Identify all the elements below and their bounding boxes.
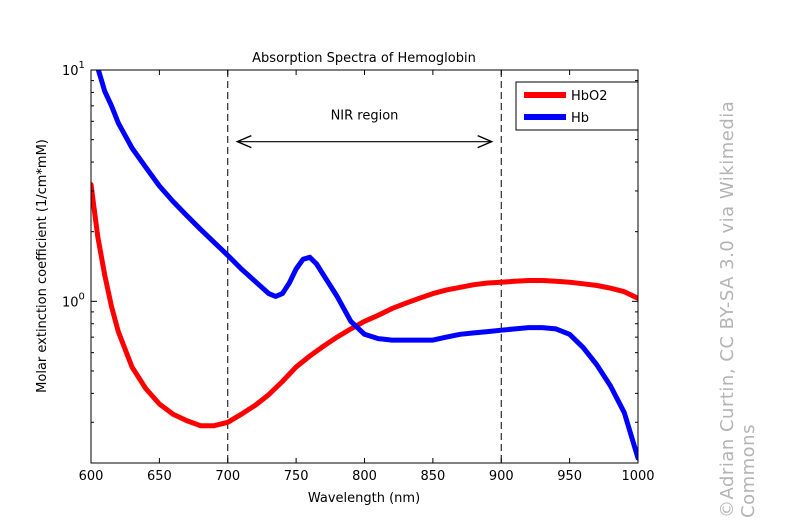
- y-tick-label-10: 101: [62, 60, 85, 79]
- legend: HbO2 Hb: [515, 81, 639, 131]
- x-tick-label-650: 650: [147, 469, 172, 484]
- series-line-hb: [95, 70, 638, 461]
- y-axis-label: Molar extinction coefficient (1/cm*mM): [35, 139, 50, 393]
- y-tick-exponent: 0: [79, 291, 85, 302]
- nir-boundary-lines: [227, 70, 502, 463]
- series-lines: [91, 70, 638, 461]
- legend-box: [515, 81, 639, 131]
- y-tick-exponent: 1: [79, 60, 85, 71]
- nir-arrow-head-left: [235, 135, 252, 149]
- image-credit: ©Adrian Curtin, CC BY-SA 3.0 via Wikimed…: [717, 100, 759, 518]
- x-tick-label-950: 950: [557, 469, 582, 484]
- nir-arrow-head-right: [477, 135, 494, 149]
- nir-region-label: NIR region: [331, 109, 399, 124]
- y-tick-labels: 100 101: [62, 60, 85, 310]
- nir-arrow: [235, 135, 494, 149]
- plot-area: [91, 70, 638, 463]
- x-tick-label-900: 900: [489, 469, 514, 484]
- legend-label-hb: Hb: [571, 111, 589, 126]
- x-tick-label-600: 600: [79, 469, 104, 484]
- x-tick-label-800: 800: [352, 469, 377, 484]
- x-tick-label-1000: 1000: [621, 469, 654, 484]
- chart-title: Absorption Spectra of Hemoglobin: [252, 51, 476, 66]
- series-line-hbo2: [91, 182, 638, 429]
- x-tick-label-850: 850: [420, 469, 445, 484]
- x-tick-labels: 600 650 700 750 800 850 900 950 1000: [79, 469, 655, 484]
- axis-ticks: [90, 69, 639, 464]
- y-tick-label-1: 100: [62, 291, 85, 310]
- x-tick-label-750: 750: [284, 469, 309, 484]
- legend-label-hbo2: HbO2: [571, 89, 608, 104]
- x-tick-label-700: 700: [215, 469, 240, 484]
- x-axis-label: Wavelength (nm): [308, 491, 420, 506]
